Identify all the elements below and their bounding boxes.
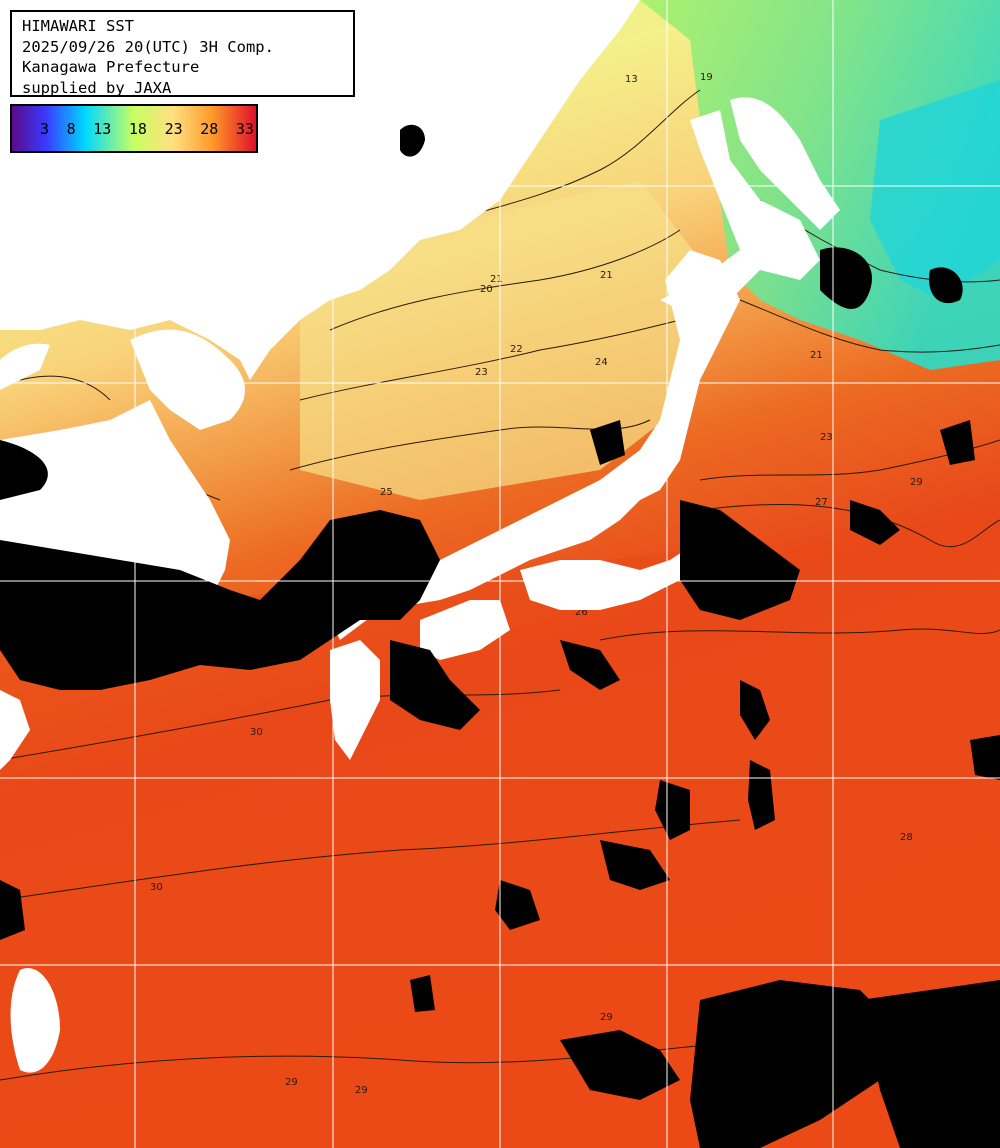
- contour-label: 28: [900, 832, 913, 843]
- china-coast: [0, 690, 30, 770]
- cloud-patch: [0, 440, 48, 500]
- contour-label: 24: [595, 357, 608, 368]
- cloud-patch: [400, 124, 425, 157]
- contour-label: 29: [600, 1012, 613, 1023]
- shandong-land: [0, 343, 50, 390]
- contour-label: 20: [480, 284, 493, 295]
- contour-label: 25: [380, 487, 393, 498]
- contour-label: 21: [600, 270, 613, 281]
- kanto: [520, 540, 700, 610]
- cloud-patch: [0, 880, 25, 940]
- cloud-patch: [860, 980, 1000, 1148]
- contour-label: 29: [910, 477, 923, 488]
- cloud-patch: [410, 975, 435, 1012]
- kyushu: [330, 640, 380, 760]
- legend-tick: 13: [93, 119, 112, 138]
- taiwan: [10, 968, 60, 1073]
- color-legend: 3 8 13 18 23 28 33: [10, 104, 258, 153]
- cloud-patch: [850, 500, 900, 545]
- region-label: Kanagawa Prefecture: [22, 58, 200, 76]
- cloud-patch: [590, 420, 625, 465]
- timestamp-label: 2025/09/26 20(UTC) 3H Comp.: [22, 37, 274, 56]
- cloud-patch: [690, 980, 900, 1148]
- contour-label: 21: [810, 350, 823, 361]
- cloud-cover: [0, 124, 1000, 1148]
- contour-labels: 13 19 20 21 21 22 23 24 25 26 27 28 29 3…: [150, 72, 923, 1096]
- contour-label: 22: [510, 344, 523, 355]
- contour-label: 13: [625, 74, 638, 85]
- contour-label: 29: [285, 1077, 298, 1088]
- legend-tick: 3: [40, 119, 50, 138]
- korea-north-land: [130, 329, 245, 430]
- cloud-patch: [740, 680, 770, 740]
- contour-label: 30: [150, 882, 163, 893]
- contour-label: 26: [575, 607, 588, 618]
- legend-colorbar: [12, 106, 256, 151]
- contour-label: 19: [700, 72, 713, 83]
- legend-tick: 8: [66, 119, 76, 138]
- cloud-patch: [680, 500, 800, 620]
- cloud-patch: [560, 1030, 680, 1100]
- cloud-patch: [929, 267, 963, 304]
- cloud-patch: [390, 640, 480, 730]
- title-box: HIMAWARI SST 2025/09/26 20(UTC) 3H Comp.…: [10, 10, 355, 97]
- cloud-patch: [600, 840, 670, 890]
- contour-label: 29: [355, 1085, 368, 1096]
- legend-tick: 18: [128, 119, 147, 138]
- credit-label: supplied by JAXA: [22, 78, 172, 97]
- cloud-patch: [560, 640, 620, 690]
- contour-label: 21: [490, 274, 503, 285]
- cloud-patch: [0, 510, 440, 690]
- cloud-patch: [970, 735, 1000, 780]
- hokkaido-south: [730, 97, 840, 230]
- legend-tick: 28: [200, 119, 219, 138]
- legend-ticks: 3 8 13 18 23 28 33: [12, 106, 256, 151]
- oyashio-water: [870, 80, 1000, 300]
- legend-tick: 33: [235, 119, 254, 138]
- cloud-patch: [655, 780, 690, 840]
- tohoku: [660, 110, 820, 320]
- product-title: HIMAWARI SST: [22, 17, 134, 35]
- shikoku: [420, 600, 510, 660]
- contour-label: 23: [475, 367, 488, 378]
- legend-tick: 23: [164, 119, 183, 138]
- contour-label: 27: [815, 497, 828, 508]
- cloud-patch: [940, 420, 975, 465]
- contour-label: 23: [820, 432, 833, 443]
- cloud-patch: [495, 880, 540, 930]
- contour-label: 30: [250, 727, 263, 738]
